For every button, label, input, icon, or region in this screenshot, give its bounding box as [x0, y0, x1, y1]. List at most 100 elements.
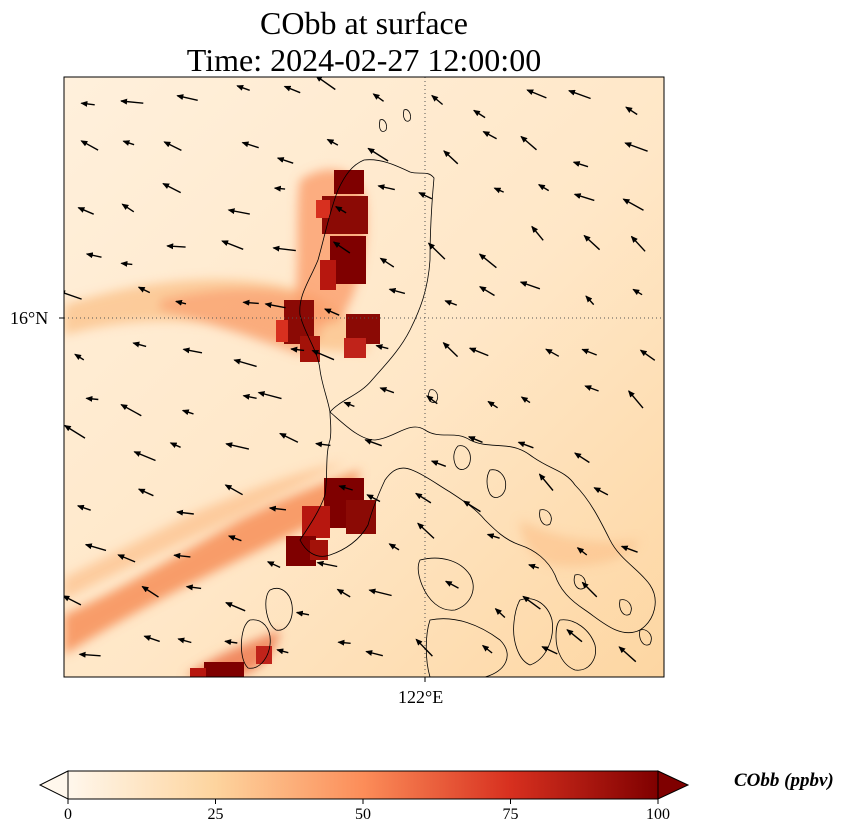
wind-arrow — [368, 588, 392, 597]
wind-arrow — [528, 563, 540, 570]
colorbar-tick-label: 0 — [64, 806, 72, 823]
wind-arrow — [137, 488, 154, 497]
wind-arrow — [443, 150, 459, 165]
wind-arrow — [85, 395, 99, 402]
wind-arrow — [481, 644, 493, 654]
wind-arrow — [537, 184, 550, 192]
wind-arrow — [162, 182, 182, 194]
wind-arrow — [326, 138, 339, 146]
wind-arrow — [568, 89, 591, 100]
wind-arrow — [426, 395, 438, 405]
wind-arrow — [574, 452, 590, 464]
wind-arrow — [227, 535, 242, 542]
wind-arrow — [236, 85, 250, 91]
wind-arrow — [120, 403, 142, 417]
wind-arrow — [121, 203, 135, 213]
wind-arrow — [224, 484, 243, 496]
wind-arrow — [185, 584, 202, 591]
gridlines — [64, 77, 664, 677]
wind-arrow — [181, 409, 194, 416]
colorbar-label: CObb (ppbv) — [734, 770, 834, 791]
wind-arrow — [430, 460, 447, 467]
colorbar-tick-label: 50 — [355, 806, 371, 823]
wind-arrow — [64, 424, 86, 439]
wind-arrow — [64, 595, 82, 606]
wind-arrow — [242, 393, 257, 400]
wind-arrow — [541, 646, 558, 655]
wind-arrow — [520, 396, 531, 404]
map-plot-area — [64, 77, 664, 677]
wind-arrow — [493, 187, 504, 194]
latitude-label: 16°N — [10, 308, 49, 328]
wind-arrow — [337, 639, 351, 646]
wind-arrow — [628, 390, 644, 409]
wind-arrow — [224, 639, 238, 646]
wind-arrow — [494, 608, 506, 619]
co-hotspots — [190, 170, 380, 677]
wind-arrow — [618, 646, 637, 663]
wind-arrow — [467, 436, 483, 443]
wind-arrow — [315, 77, 336, 91]
wind-arrow — [630, 235, 646, 252]
wind-arrow — [295, 610, 310, 617]
wind-arrow — [182, 347, 203, 354]
wind-arrow — [323, 308, 340, 316]
wind-arrow — [377, 184, 395, 191]
wind-arrow — [74, 353, 85, 361]
wind-arrow — [242, 299, 259, 306]
colorbar-bar — [67, 770, 659, 800]
wind-arrow — [257, 391, 282, 400]
colorbar-tick-label: 25 — [207, 806, 224, 823]
wind-arrow — [545, 348, 560, 357]
wind-arrow — [519, 281, 541, 290]
wind-arrow — [338, 484, 353, 491]
wind-arrow — [622, 198, 644, 211]
wind-arrow — [418, 192, 433, 200]
wind-arrow — [639, 349, 656, 361]
wind-arrow — [133, 451, 156, 462]
wind-arrow — [522, 595, 541, 610]
wind-arrow — [520, 135, 537, 151]
wind-arrow — [473, 109, 486, 119]
wind-arrow — [120, 98, 144, 105]
wind-arrow — [336, 588, 351, 598]
wind-arrow — [279, 432, 299, 443]
wind-arrow — [388, 287, 406, 295]
wind-arrow — [283, 85, 301, 94]
wind-arrow — [581, 348, 597, 356]
wind-arrow — [388, 543, 400, 551]
map-frame — [63, 76, 665, 678]
wind-arrow — [526, 89, 547, 99]
wind-arrow — [272, 245, 296, 252]
wind-arrow — [367, 147, 389, 162]
wind-arrow — [593, 487, 609, 496]
wind-arrow — [442, 342, 459, 358]
map-title-line1: CObb at surface — [260, 5, 468, 41]
wind-arrow — [177, 637, 192, 644]
wind-arrow — [379, 387, 395, 394]
wind-arrow — [221, 240, 244, 250]
wind-arrow — [233, 358, 257, 368]
wind-arrow — [531, 225, 544, 241]
wind-arrow — [176, 509, 194, 516]
wind-arrow — [84, 543, 107, 552]
wind-arrow — [132, 341, 147, 348]
wind-arrow — [175, 299, 187, 306]
wind-arrow — [273, 185, 286, 192]
wind-arrow — [487, 400, 498, 409]
wind-arrow — [166, 243, 186, 250]
wind-arrow — [538, 473, 554, 491]
wind-arrow — [427, 242, 446, 260]
wind-arrow — [85, 252, 102, 259]
wind-arrow — [576, 547, 588, 556]
wind-arrow — [80, 140, 99, 151]
map-title-line2: Time: 2024-02-27 12:00:00 — [186, 42, 542, 78]
wind-arrow — [486, 533, 500, 540]
wind-arrow — [311, 349, 335, 361]
wind-arrow — [176, 94, 198, 101]
wind-arrow — [572, 161, 589, 168]
wind-arrow — [415, 638, 433, 657]
wind-arrow — [343, 401, 355, 408]
wind-arrow — [76, 504, 91, 511]
